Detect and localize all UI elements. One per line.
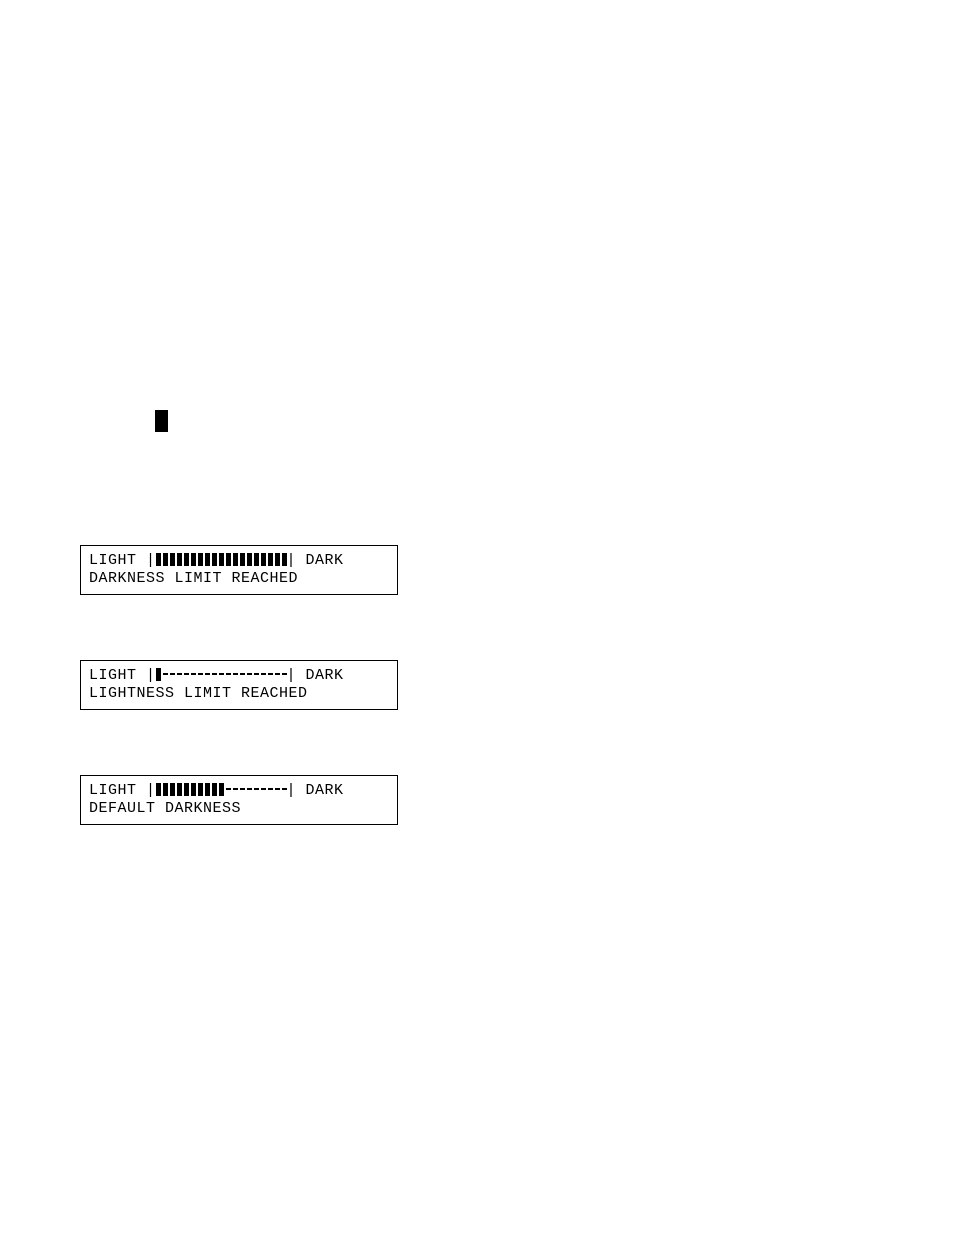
lcd-panel-darkness-limit: LIGHT || DARK DARKNESS LIMIT REACHED bbox=[80, 545, 398, 595]
bar-segment-full bbox=[226, 553, 231, 566]
bar-segment-empty bbox=[268, 668, 273, 681]
bar-segment-full bbox=[170, 783, 175, 796]
bar-segment-empty bbox=[247, 783, 252, 796]
bar-segment-empty bbox=[247, 668, 252, 681]
right-label: DARK bbox=[306, 667, 344, 684]
darkness-bar bbox=[156, 552, 287, 566]
bar-segment-empty bbox=[275, 668, 280, 681]
bar-segment-full bbox=[198, 553, 203, 566]
left-label: LIGHT bbox=[89, 782, 137, 799]
bar-segment-full bbox=[247, 553, 252, 566]
document-page: LIGHT || DARK DARKNESS LIMIT REACHED LIG… bbox=[0, 0, 954, 1235]
bar-segment-empty bbox=[184, 668, 189, 681]
bar-segment-empty bbox=[205, 668, 210, 681]
bar-segment-full bbox=[156, 783, 161, 796]
bar-segment-empty bbox=[268, 783, 273, 796]
darkness-bar bbox=[156, 667, 287, 681]
status-message: LIGHTNESS LIMIT REACHED bbox=[89, 685, 389, 703]
bar-segment-full bbox=[198, 783, 203, 796]
bar-segment-full bbox=[177, 553, 182, 566]
bar-segment-empty bbox=[198, 668, 203, 681]
bar-segment-full bbox=[177, 783, 182, 796]
bar-segment-full bbox=[156, 668, 161, 681]
bar-segment-full bbox=[184, 553, 189, 566]
bar-segment-full bbox=[219, 553, 224, 566]
status-message: DARKNESS LIMIT REACHED bbox=[89, 570, 389, 588]
bar-segment-empty bbox=[226, 668, 231, 681]
bar-segment-empty bbox=[261, 783, 266, 796]
bar-segment-empty bbox=[233, 783, 238, 796]
right-label: DARK bbox=[306, 782, 344, 799]
bar-segment-full bbox=[156, 553, 161, 566]
bar-segment-empty bbox=[212, 668, 217, 681]
bar-segment-full bbox=[191, 553, 196, 566]
bar-segment-full bbox=[191, 783, 196, 796]
cursor-marker-icon bbox=[155, 410, 168, 432]
status-message: DEFAULT DARKNESS bbox=[89, 800, 389, 818]
darkness-bar-row: LIGHT || DARK bbox=[89, 782, 389, 800]
lcd-panel-lightness-limit: LIGHT || DARK LIGHTNESS LIMIT REACHED bbox=[80, 660, 398, 710]
lcd-panels-group: LIGHT || DARK DARKNESS LIMIT REACHED LIG… bbox=[80, 545, 874, 825]
bar-segment-empty bbox=[177, 668, 182, 681]
bar-segment-full bbox=[268, 553, 273, 566]
bar-segment-full bbox=[261, 553, 266, 566]
bar-segment-empty bbox=[226, 783, 231, 796]
left-label: LIGHT bbox=[89, 667, 137, 684]
bar-segment-empty bbox=[219, 668, 224, 681]
bar-segment-full bbox=[212, 783, 217, 796]
right-label: DARK bbox=[306, 552, 344, 569]
bar-segment-empty bbox=[282, 668, 287, 681]
bar-segment-full bbox=[233, 553, 238, 566]
bar-segment-empty bbox=[254, 783, 259, 796]
bar-segment-empty bbox=[261, 668, 266, 681]
bar-segment-full bbox=[275, 553, 280, 566]
bar-segment-empty bbox=[163, 668, 168, 681]
bar-segment-empty bbox=[275, 783, 280, 796]
bar-segment-full bbox=[282, 553, 287, 566]
bar-segment-full bbox=[163, 553, 168, 566]
lcd-panel-default-darkness: LIGHT || DARK DEFAULT DARKNESS bbox=[80, 775, 398, 825]
bar-segment-full bbox=[163, 783, 168, 796]
bar-segment-full bbox=[205, 553, 210, 566]
bar-segment-full bbox=[254, 553, 259, 566]
bar-segment-empty bbox=[233, 668, 238, 681]
bar-segment-empty bbox=[170, 668, 175, 681]
bar-segment-full bbox=[170, 553, 175, 566]
darkness-bar-row: LIGHT || DARK bbox=[89, 552, 389, 570]
bar-segment-empty bbox=[282, 783, 287, 796]
bar-segment-full bbox=[240, 553, 245, 566]
bar-segment-empty bbox=[191, 668, 196, 681]
darkness-bar bbox=[156, 782, 287, 796]
bar-segment-full bbox=[212, 553, 217, 566]
bar-segment-full bbox=[205, 783, 210, 796]
bar-segment-full bbox=[219, 783, 224, 796]
darkness-bar-row: LIGHT || DARK bbox=[89, 667, 389, 685]
left-label: LIGHT bbox=[89, 552, 137, 569]
bar-segment-empty bbox=[240, 783, 245, 796]
bar-segment-empty bbox=[254, 668, 259, 681]
bar-segment-empty bbox=[240, 668, 245, 681]
bar-segment-full bbox=[184, 783, 189, 796]
